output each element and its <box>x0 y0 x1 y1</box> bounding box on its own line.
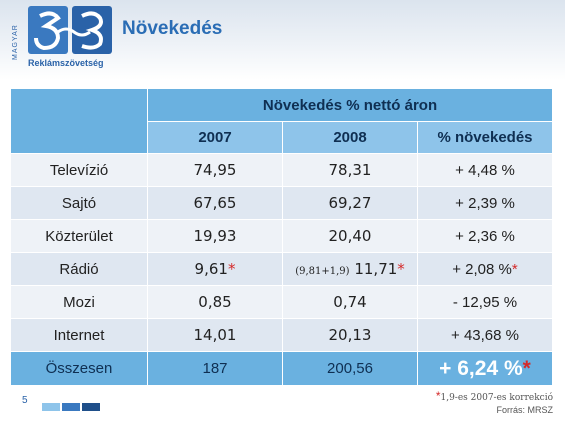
value-2008-note: (9,81+1,9) <box>295 266 350 277</box>
value-2007: 67,65 <box>147 186 283 220</box>
growth-number: + 2,08 % <box>452 260 512 278</box>
row-label: Mozi <box>10 285 148 319</box>
row-label: Internet <box>10 318 148 352</box>
total-2008: 200,56 <box>282 351 418 386</box>
growth-table: Növekedés % nettó áron 2007 2008 % növek… <box>10 88 553 386</box>
value-2008: 20,40 <box>282 219 418 253</box>
footnote-text: 1,9-es 2007-es korrekció <box>440 393 553 403</box>
value-2007-number: 9,61 <box>194 260 228 278</box>
correction-star: * <box>522 356 531 380</box>
col-header-growth: % növekedés <box>417 121 553 154</box>
logo-name: Reklámszövetség <box>28 58 104 68</box>
value-2007: 19,93 <box>147 219 283 253</box>
slide-header: MAGYAR Reklámszövetség Növekedés <box>0 0 565 80</box>
logo-side-text: MAGYAR <box>12 24 19 60</box>
footnote: *1,9-es 2007-es korrekció Forrás: MRSZ <box>436 390 553 416</box>
growth-value: + 2,39 % <box>417 186 553 220</box>
growth-value: - 12,95 % <box>417 285 553 319</box>
value-2007: 74,95 <box>147 153 283 187</box>
growth-value: + 2,08 %* <box>417 252 553 286</box>
row-label: Rádió <box>10 252 148 286</box>
table-row: Közterület 19,93 20,40 + 2,36 % <box>10 219 553 253</box>
correction-star: * <box>227 260 236 278</box>
growth-value: + 2,36 % <box>417 219 553 253</box>
value-2008: (9,81+1,9) 11,71* <box>282 252 418 286</box>
value-2007: 9,61* <box>147 252 283 286</box>
footnote-star: * <box>435 389 441 403</box>
correction-star: * <box>397 260 405 278</box>
table-row: Sajtó 67,65 69,27 + 2,39 % <box>10 186 553 220</box>
table-corner-cell <box>10 88 148 154</box>
correction-star: * <box>511 260 518 278</box>
value-2008: 69,27 <box>282 186 418 220</box>
col-header-2008: 2008 <box>282 121 418 154</box>
table-row: Televízió 74,95 78,31 + 4,48 % <box>10 153 553 187</box>
table-row: Internet 14,01 20,13 + 43,68 % <box>10 318 553 352</box>
growth-value: + 43,68 % <box>417 318 553 352</box>
col-header-2007: 2007 <box>147 121 283 154</box>
span-header: Növekedés % nettó áron <box>147 88 553 122</box>
growth-value: + 4,48 % <box>417 153 553 187</box>
row-label: Sajtó <box>10 186 148 220</box>
source-text: Forrás: MRSZ <box>496 405 553 415</box>
nav-bar-mid[interactable] <box>62 403 80 411</box>
total-row: Összesen 187 200,56 + 6,24 %* <box>10 351 553 386</box>
nav-bar-light[interactable] <box>42 403 60 411</box>
value-2008: 78,31 <box>282 153 418 187</box>
total-growth-number: + 6,24 % <box>439 356 523 380</box>
table-row: Mozi 0,85 0,74 - 12,95 % <box>10 285 553 319</box>
value-2008: 20,13 <box>282 318 418 352</box>
total-2007: 187 <box>147 351 283 386</box>
table-row: Rádió 9,61* (9,81+1,9) 11,71* + 2,08 %* <box>10 252 553 286</box>
total-label: Összesen <box>10 351 148 386</box>
value-2007: 14,01 <box>147 318 283 352</box>
value-2008: 0,74 <box>282 285 418 319</box>
row-label: Közterület <box>10 219 148 253</box>
nav-bar-dark[interactable] <box>82 403 100 411</box>
page-number: 5 <box>22 395 28 406</box>
logo-mark-icon <box>28 6 112 54</box>
row-label: Televízió <box>10 153 148 187</box>
slide-nav-bars <box>42 398 102 416</box>
value-2007: 0,85 <box>147 285 283 319</box>
page-title: Növekedés <box>122 18 223 39</box>
total-growth: + 6,24 %* <box>417 351 553 386</box>
logo: MAGYAR Reklámszövetség <box>12 6 112 72</box>
value-2008-number: 11,71 <box>354 260 398 278</box>
